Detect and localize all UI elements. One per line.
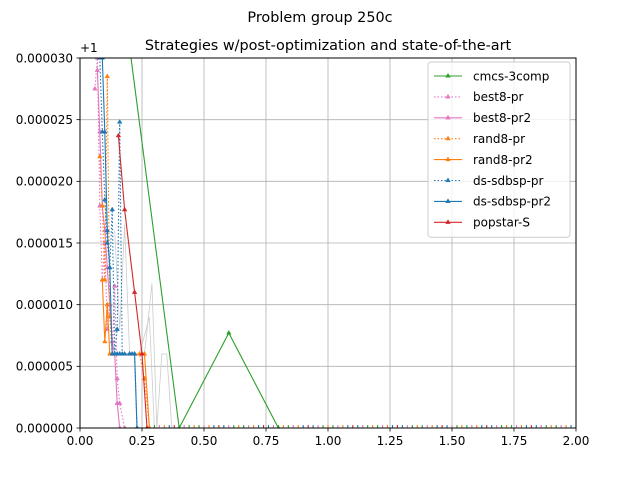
legend-marker (445, 219, 451, 224)
data-point (121, 350, 128, 356)
legend-marker (445, 72, 451, 78)
series-line (96, 70, 121, 428)
y-tick-label: 0.000000 (16, 421, 73, 435)
legend-label: rand8-pr (473, 132, 525, 146)
series-cmcs-3comp (130, 58, 281, 428)
chart-subtitle: Strategies w/post-optimization and state… (145, 38, 512, 54)
data-point (94, 67, 101, 72)
data-point (99, 276, 106, 282)
legend-marker (445, 177, 451, 183)
series-line (130, 58, 279, 428)
data-point (92, 85, 98, 91)
x-tick-label: 1.50 (439, 434, 466, 448)
legend-label: best8-pr (473, 90, 524, 104)
data-point (276, 424, 281, 428)
y-tick-label: 0.000025 (16, 113, 73, 127)
x-tick-label: 0.50 (191, 434, 218, 448)
data-point (102, 128, 108, 134)
y-axis: 0.000000 0.000005 0.000010 0.000015 0.000020… (16, 51, 80, 435)
y-offset-label: +1 (80, 41, 98, 55)
data-point (102, 196, 108, 202)
x-tick-label: 2.00 (563, 434, 590, 448)
data-point (104, 227, 110, 233)
data-point (114, 400, 120, 405)
x-axis: 0.00 0.25 0.50 0.75 1.00 1.25 1.50 1.75 2.00 (67, 428, 590, 448)
legend-marker (445, 156, 451, 162)
data-point (116, 119, 123, 124)
x-tick-label: 0.25 (129, 434, 156, 448)
legend-label: popstar-S (473, 216, 530, 230)
data-point (104, 73, 110, 79)
data-point (116, 350, 123, 356)
data-point (107, 264, 113, 270)
x-tick-label: 1.00 (315, 434, 342, 448)
data-point (104, 301, 110, 307)
legend-marker (445, 198, 451, 203)
data-point (117, 424, 122, 428)
data-point (131, 350, 138, 356)
legend-marker (445, 135, 451, 141)
data-point (109, 350, 115, 356)
legend-label: cmcs-3comp (473, 69, 549, 83)
x-tick-label: 1.75 (501, 434, 528, 448)
x-tick-label: 0.00 (67, 434, 94, 448)
legend: cmcs-3comp best8-pr best8-pr2 rand8-pr rand8… (427, 61, 571, 238)
chart-title: Problem group 250c (247, 10, 392, 26)
data-point (135, 424, 139, 428)
data-point (114, 326, 120, 331)
y-tick-label: 0.000030 (16, 51, 73, 65)
legend-label: ds-sdbsp-pr2 (473, 195, 551, 209)
data-point (102, 338, 108, 344)
plot-area (92, 58, 572, 428)
data-point (115, 132, 122, 138)
data-point (177, 424, 181, 428)
data-point (145, 424, 149, 428)
series-popstar-S (115, 132, 149, 428)
legend-label: rand8-pr2 (473, 153, 533, 167)
data-point (109, 206, 115, 212)
data-point (139, 350, 145, 356)
legend-box (427, 61, 571, 238)
data-point (131, 289, 138, 294)
y-tick-label: 0.000010 (16, 298, 73, 312)
legend-marker (445, 93, 451, 99)
x-tick-label: 1.25 (377, 434, 404, 448)
legend-label: best8-pr2 (473, 111, 531, 125)
data-point (97, 153, 103, 159)
y-tick-label: 0.000005 (16, 360, 73, 374)
legend-label: ds-sdbsp-pr (473, 174, 544, 188)
x-tick-label: 0.75 (253, 434, 280, 448)
legend-marker (445, 114, 451, 120)
y-tick-label: 0.000020 (16, 175, 73, 189)
data-point (122, 424, 127, 428)
series-line (99, 76, 150, 428)
data-point (121, 206, 128, 212)
series-ds-sdbsp-pr2 (99, 58, 139, 428)
data-point (99, 202, 106, 208)
y-tick-label: 0.000015 (16, 236, 73, 250)
data-point (226, 329, 232, 335)
